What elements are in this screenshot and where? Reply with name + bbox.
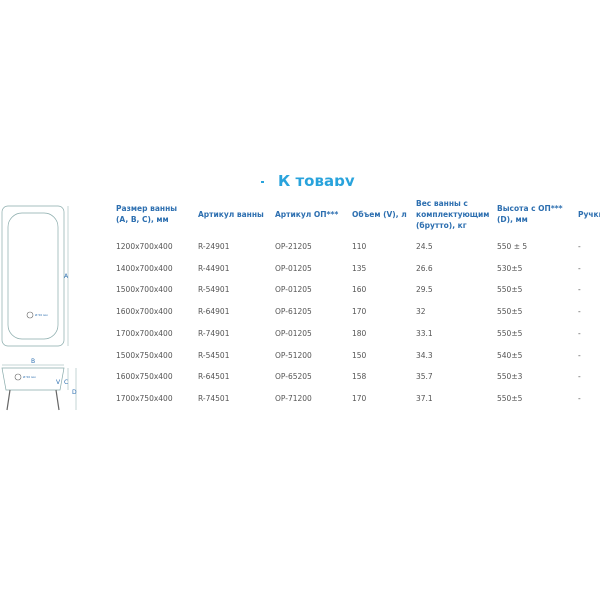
table-cell: - <box>578 350 581 360</box>
table-cell: 1700x750x400 <box>116 393 173 403</box>
column-header: Объем (V), л <box>352 209 407 219</box>
column-header: Размер ванны (A, B, C), мм <box>116 204 178 224</box>
table-cell: R-44901 <box>198 263 230 273</box>
table-cell: 1200x700x400 <box>116 242 173 251</box>
drain-label: Ø 50 мм <box>35 312 48 317</box>
table-cell: 550±5 <box>497 328 523 338</box>
table-cell: - <box>578 393 581 403</box>
table-cell: 29.5 <box>416 285 433 295</box>
page-title[interactable]: К товару <box>278 172 355 186</box>
table-cell: 35.7 <box>416 372 433 382</box>
table-cell: 1600x750x400 <box>116 372 173 382</box>
table-cell: 170 <box>352 393 367 403</box>
table-cell: - <box>578 328 581 338</box>
table-cell: 26.6 <box>416 263 433 273</box>
table-cell: R-24901 <box>198 242 230 251</box>
table-cell: 550 ± 5 <box>497 242 528 251</box>
dim-label: B <box>31 358 35 365</box>
decoration <box>261 181 264 183</box>
table-cell: OP-21205 <box>275 242 312 251</box>
table-cell: OP-61205 <box>275 307 312 317</box>
table-cell: 1400x700x400 <box>116 263 173 273</box>
table-cell: 150 <box>352 350 367 360</box>
table-cell: 135 <box>352 263 367 273</box>
table-cell: 110 <box>352 242 367 251</box>
table-cell: 24.5 <box>416 242 433 251</box>
table-cell: R-54901 <box>198 285 230 295</box>
table-cell: OP-01205 <box>275 285 312 295</box>
table-cell: 158 <box>352 372 367 382</box>
table-cell: 37.1 <box>416 393 433 403</box>
column-header: Высота с ОП*** (D), мм <box>497 204 563 224</box>
table-cell: 550±5 <box>497 393 523 403</box>
table-cell: OP-51200 <box>275 350 312 360</box>
table-cell: - <box>578 242 581 251</box>
table-cell: 1600x700x400 <box>116 307 173 317</box>
dim-label: D <box>72 389 77 396</box>
column-header: Артикул ОП*** <box>275 209 339 219</box>
table-cell: R-64501 <box>198 372 230 382</box>
column-header: Артикул ванны <box>198 209 264 219</box>
table-cell: 550±5 <box>497 285 523 295</box>
table-cell: 180 <box>352 328 367 338</box>
table-cell: 530±5 <box>497 263 523 273</box>
table-cell: 1500x700x400 <box>116 285 173 295</box>
table-cell: OP-01205 <box>275 328 312 338</box>
table-cell: 32 <box>416 307 426 317</box>
drain-label: Ø 50 мм <box>23 374 36 379</box>
table-cell: - <box>578 263 581 273</box>
table-cell: 1500x750x400 <box>116 350 173 360</box>
dim-label: V <box>56 379 61 386</box>
table-cell: - <box>578 307 581 317</box>
table-cell: OP-71200 <box>275 393 312 403</box>
table-cell: 550±5 <box>497 307 523 317</box>
column-header: Вес ванны с комплектующим (брутто), кг <box>416 198 490 230</box>
table-cell: OP-01205 <box>275 263 312 273</box>
dim-label: C <box>64 379 68 386</box>
table-cell: R-74501 <box>198 393 230 403</box>
table-cell: 33.1 <box>416 328 433 338</box>
column-header: Ручки <box>578 209 600 219</box>
table-cell: OP-65205 <box>275 372 312 382</box>
table-cell: - <box>578 285 581 295</box>
table-cell: 160 <box>352 285 367 295</box>
table-cell: 540±5 <box>497 350 523 360</box>
table-cell: R-74901 <box>198 328 230 338</box>
table-cell: R-54501 <box>198 350 230 360</box>
table-cell: 1700x700x400 <box>116 328 173 338</box>
table-cell: 550±3 <box>497 372 523 382</box>
table-cell: R-64901 <box>198 307 230 317</box>
table-cell: 170 <box>352 307 367 317</box>
table-cell: - <box>578 372 581 382</box>
dim-label: A <box>64 273 69 280</box>
table-cell: 34.3 <box>416 350 433 360</box>
bath-diagram: Ø 50 мм A B Ø 50 мм C V D <box>1 205 77 411</box>
